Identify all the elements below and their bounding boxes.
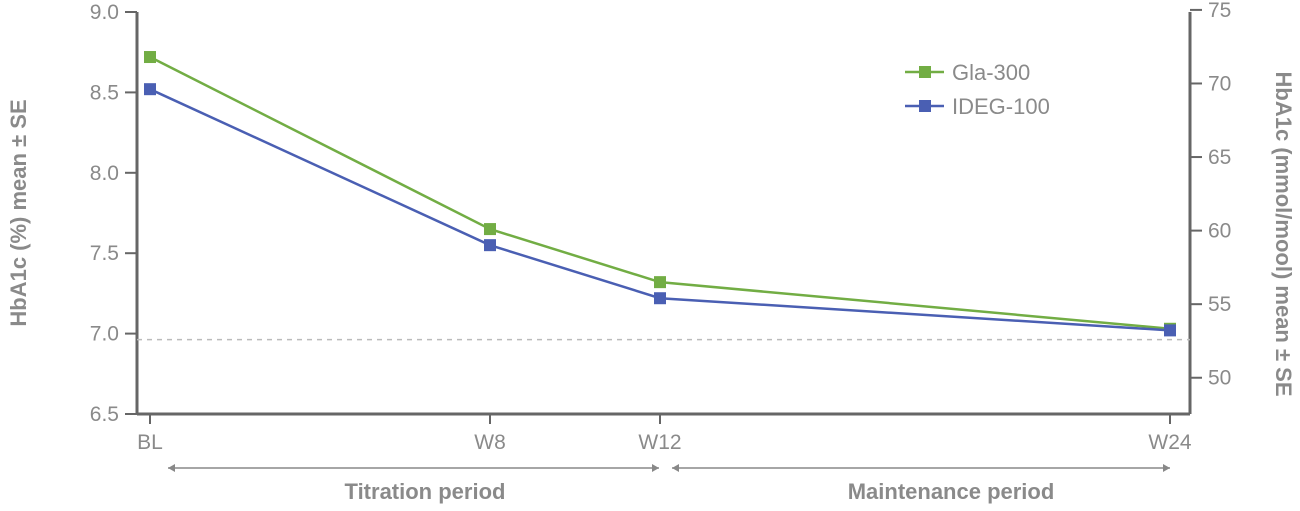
data-point-ideg-100: [484, 239, 496, 252]
left-tick-label: 7.5: [90, 242, 119, 265]
data-point-ideg-100: [1164, 324, 1176, 337]
x-ticks: BL W8 W12 W24: [137, 414, 1192, 454]
left-tick-label: 6.5: [90, 403, 119, 426]
right-tick-label: 75: [1208, 0, 1231, 22]
right-y-ticks: 50 55 60 65 70 75: [1190, 0, 1231, 390]
data-point-gla-300: [144, 51, 156, 64]
left-axis-title: HbA1c (%) mean ± SE: [6, 99, 31, 326]
left-tick-label: 7.0: [90, 323, 119, 346]
data-point-gla-300: [654, 276, 666, 289]
right-tick-label: 60: [1208, 220, 1231, 243]
series-layer: [144, 51, 1176, 337]
right-axis-title: HbA1c (mmol/mool) mean ± SE: [1271, 71, 1296, 396]
series-line-gla-300: [149, 55, 1171, 331]
data-point-ideg-100: [144, 83, 156, 96]
left-tick-label: 8.0: [90, 162, 119, 185]
data-point-gla-300: [484, 223, 496, 236]
x-tick-label: W24: [1148, 431, 1192, 454]
x-tick-label: W8: [474, 431, 506, 454]
titration-period-label: Titration period: [345, 479, 506, 504]
right-tick-label: 65: [1208, 146, 1231, 169]
legend-label-ideg-100: IDEG-100: [952, 94, 1050, 119]
titration-period-arrow: [168, 464, 659, 472]
right-tick-label: 55: [1208, 293, 1231, 316]
legend-marker-ideg-100: [919, 100, 931, 112]
x-tick-label: W12: [638, 431, 681, 454]
left-tick-label: 9.0: [90, 1, 119, 24]
left-tick-label: 8.5: [90, 81, 119, 104]
right-tick-label: 50: [1208, 367, 1231, 390]
right-tick-label: 70: [1208, 72, 1231, 95]
data-point-ideg-100: [654, 292, 666, 305]
maintenance-period-arrow: [672, 464, 1170, 472]
series-line-ideg-100: [149, 88, 1171, 332]
legend-label-gla-300: Gla-300: [952, 60, 1030, 85]
legend: Gla-300 IDEG-100: [905, 60, 1050, 119]
maintenance-period-label: Maintenance period: [848, 479, 1055, 504]
x-tick-label: BL: [137, 431, 163, 454]
left-y-ticks: 6.5 7.0 7.5 8.0 8.5 9.0: [90, 1, 137, 426]
legend-marker-gla-300: [919, 66, 931, 78]
